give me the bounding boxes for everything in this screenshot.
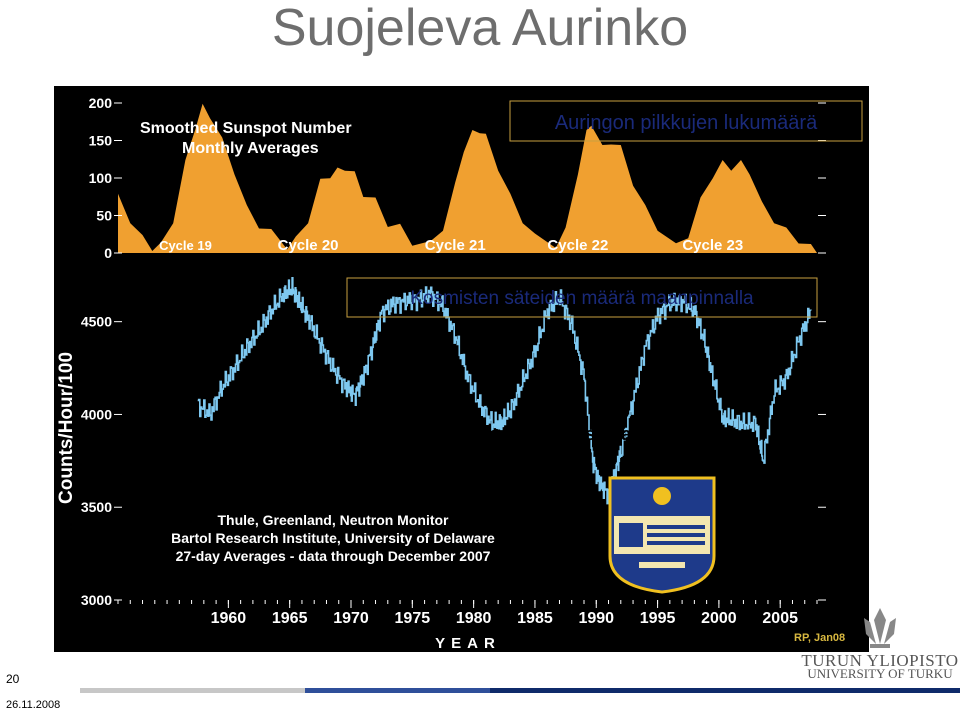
- sunspot-ytick-label: 0: [104, 245, 112, 261]
- y-axis-label: Counts/Hour/100: [56, 352, 77, 504]
- delaware-shield-icon: [608, 476, 716, 594]
- sunspot-callout-box: [509, 100, 863, 142]
- source-line-3: 27-day Averages - data through December …: [176, 548, 491, 564]
- sunspot-title: Smoothed Sunspot Number: [140, 120, 352, 137]
- credit-label: RP, Jan08: [794, 632, 845, 644]
- footer-date: 26.11.2008: [6, 699, 61, 711]
- utu-emblem-icon: [864, 608, 896, 648]
- bullet-marker: [96, 432, 102, 438]
- neutron-ytick-label: 3000: [81, 592, 112, 608]
- sunspot-ytick-label: 150: [89, 133, 113, 149]
- source-line-2: Bartol Research Institute, University of…: [171, 530, 495, 546]
- university-name-english: UNIVERSITY OF TURKU: [807, 666, 953, 681]
- cosmic-callout-box: [346, 277, 818, 318]
- footer-bar-blue: [305, 688, 490, 693]
- cycle-label: Cycle 22: [547, 237, 608, 254]
- x-axis-label: YEAR: [435, 635, 501, 652]
- footer-bar-navy: [490, 688, 960, 693]
- footer-bar-gray: [80, 688, 305, 693]
- chart-svg: 0 50 100 150 200 Cycle 19 Cycle 20 Cycle 21 Cyc…: [56, 95, 863, 652]
- sunspot-ytick-label: 50: [96, 208, 112, 224]
- neutron-ytick-label: 4000: [81, 406, 112, 422]
- xtick-label: 2005: [762, 610, 798, 627]
- xtick-label: 1995: [640, 610, 676, 627]
- sunspot-area: [118, 103, 817, 253]
- xtick-label: 1965: [272, 610, 308, 627]
- neutron-line: [197, 277, 812, 505]
- slide-title: Suojeleva Aurinko: [271, 0, 689, 57]
- source-line-1: Thule, Greenland, Neutron Monitor: [218, 512, 450, 528]
- page-number: 20: [6, 672, 20, 686]
- xtick-label: 1985: [517, 610, 553, 627]
- university-name: TURUN YLIOPISTO: [801, 651, 959, 670]
- xtick-label: 1975: [395, 610, 431, 627]
- sunspot-callout: Auringon pilkkujen lukumäärä: [555, 112, 818, 134]
- xtick-label: 1960: [211, 610, 247, 627]
- sunspot-subtitle: Monthly Averages: [182, 140, 319, 157]
- sunspot-ytick-label: 100: [89, 170, 113, 186]
- xtick-label: 1990: [578, 610, 614, 627]
- neutron-ytick-label: 4500: [81, 314, 112, 330]
- xtick-label: 2000: [701, 610, 737, 627]
- neutron-ytick-label: 3500: [81, 499, 112, 515]
- cycle-label: Cycle 19: [159, 238, 212, 253]
- bullet-text: Maan pinnalla havaittava kosmisen säteil…: [130, 424, 698, 464]
- chart-panel: 0 50 100 150 200 Cycle 19 Cycle 20 Cycle 21 Cyc…: [54, 86, 869, 652]
- sunspot-ytick-label: 200: [89, 95, 113, 111]
- cycle-label: Cycle 23: [682, 237, 743, 254]
- cycle-label: Cycle 21: [425, 237, 486, 254]
- xtick-label: 1970: [333, 610, 369, 627]
- cosmic-callout: Kosmisten säteiden määrä maanpinnalla: [410, 288, 754, 309]
- xtick-label: 1980: [456, 610, 492, 627]
- cycle-label: Cycle 20: [278, 237, 339, 254]
